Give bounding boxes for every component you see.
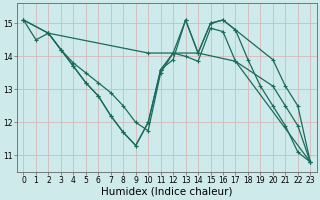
X-axis label: Humidex (Indice chaleur): Humidex (Indice chaleur) xyxy=(101,187,233,197)
